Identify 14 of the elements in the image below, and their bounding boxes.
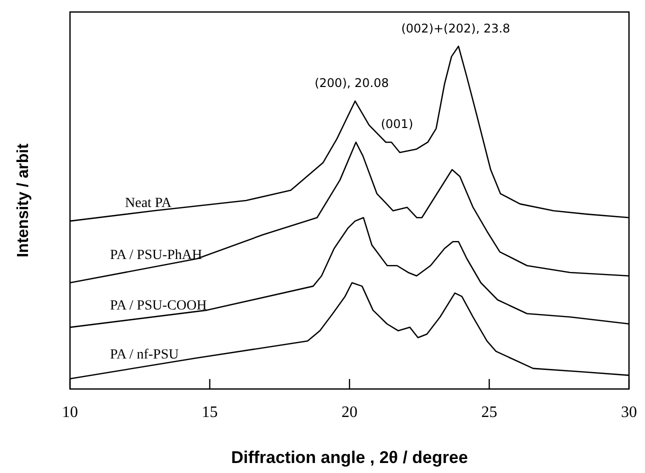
series-label: PA / PSU-PhAH xyxy=(110,248,202,263)
x-tick-label: 30 xyxy=(621,404,637,421)
series-label: Neat PA xyxy=(125,196,172,212)
annotation: (001) xyxy=(380,117,414,132)
x-tick-label: 15 xyxy=(202,404,218,421)
x-tick-label: 25 xyxy=(481,404,498,421)
annotation: (002)+(202), 23.8 xyxy=(401,21,510,36)
annotation: (200), 20.08 xyxy=(314,76,389,90)
y-axis-title: Intensity / arbit xyxy=(15,142,32,258)
x-tick-label: 20 xyxy=(342,404,358,421)
x-tick-label: 10 xyxy=(62,404,78,421)
x-axis-title: Diffraction angle , 2θ / degree xyxy=(231,448,468,467)
series-label: PA / PSU-COOH xyxy=(110,298,207,314)
series-label: PA / nf-PSU xyxy=(110,348,179,363)
